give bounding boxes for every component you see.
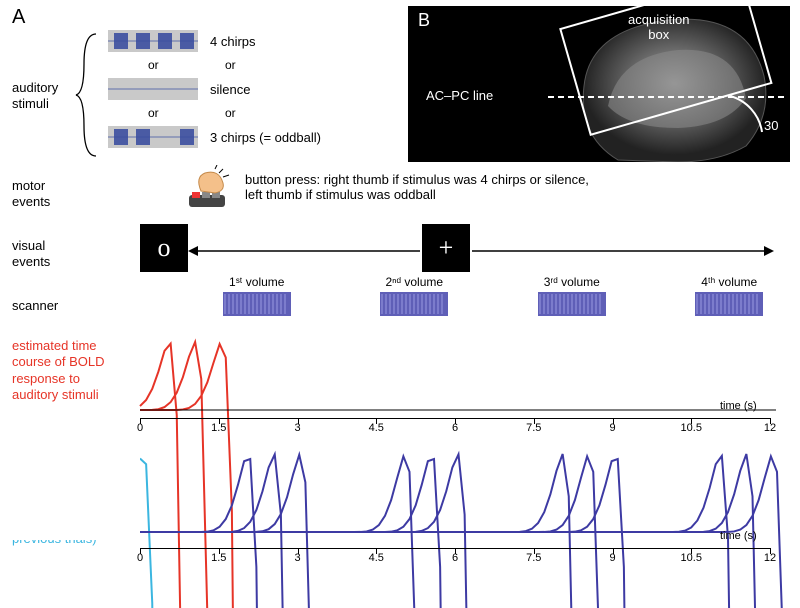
- tick-label: 10.5: [681, 422, 702, 434]
- volume-label-1: 1ˢᵗ volume: [223, 275, 291, 289]
- volume-box-4: [695, 292, 763, 316]
- scanner-row-text: scanner: [12, 298, 58, 313]
- bold-aud-text: estimated time course of BOLD response t…: [12, 338, 105, 402]
- tick-label: 0: [137, 422, 143, 434]
- waveform-silence-icon: [108, 78, 198, 100]
- tick-label: 9: [609, 422, 615, 434]
- visual-box-o: o: [140, 224, 188, 272]
- brace-icon: [74, 30, 100, 160]
- auditory-row-text: auditory stimuli: [12, 80, 58, 111]
- auditory-hrf-plot: [140, 330, 780, 420]
- tick-label: 9: [609, 552, 615, 564]
- volume-box-2: [380, 292, 448, 316]
- panel-b-label: B: [418, 10, 430, 31]
- double-arrow-icon: [188, 244, 778, 258]
- stim-box-oddball: [108, 126, 198, 148]
- tick-label: 12: [764, 552, 776, 564]
- or-2b: or: [225, 106, 236, 120]
- volume-label-2: 2ⁿᵈ volume: [380, 275, 448, 289]
- stim-4chirps-label: 4 chirps: [210, 34, 256, 49]
- motor-row-text: motor events: [12, 178, 50, 209]
- tick-label: 0: [137, 552, 143, 564]
- tick-label: 4.5: [369, 552, 384, 564]
- scanner-hrf-plot: [140, 440, 780, 540]
- volume-box-1: [223, 292, 291, 316]
- bold-aud-label: estimated time course of BOLD response t…: [12, 338, 105, 403]
- visual-row-label: visual events: [12, 238, 50, 271]
- angle-value: 30: [764, 118, 778, 133]
- volume-label-4: 4ᵗʰ volume: [695, 275, 763, 289]
- tick-label: 7.5: [526, 552, 541, 564]
- stim-box-silence: [108, 78, 198, 100]
- or-2a: or: [148, 106, 159, 120]
- stim-odd-label: 3 chirps (= oddball): [210, 130, 321, 145]
- or-1a: or: [148, 58, 159, 72]
- motor-row-label: motor events: [12, 178, 50, 211]
- auditory-row-label: auditory stimuli: [12, 80, 58, 113]
- tick-label: 4.5: [369, 422, 384, 434]
- tick-label: 6: [452, 552, 458, 564]
- button-instructions: button press: right thumb if stimulus wa…: [245, 172, 589, 202]
- or-1b: or: [225, 58, 236, 72]
- volume-label-3: 3ʳᵈ volume: [538, 275, 606, 289]
- tick-label: 1.5: [211, 422, 226, 434]
- tick-label: 3: [294, 552, 300, 564]
- button-press-icon: [185, 165, 233, 213]
- scanner-row-label: scanner: [12, 298, 58, 314]
- panel-a-label: A: [12, 6, 25, 29]
- visual-row-text: visual events: [12, 238, 50, 269]
- mri-panel: B acquisition box AC–PC line 30: [408, 6, 790, 162]
- o-glyph: o: [158, 233, 171, 263]
- tick-label: 6: [452, 422, 458, 434]
- waveform-3chirps-icon: [108, 126, 198, 148]
- axis-2-timelabel: time (s): [720, 530, 757, 542]
- axis-1-timelabel: time (s): [720, 400, 757, 412]
- tick-label: 1.5: [211, 552, 226, 564]
- tick-label: 12: [764, 422, 776, 434]
- stim-box-4chirps: [108, 30, 198, 52]
- acpc-label: AC–PC line: [426, 88, 493, 103]
- volume-box-3: [538, 292, 606, 316]
- tick-label: 3: [294, 422, 300, 434]
- tick-label: 10.5: [681, 552, 702, 564]
- tick-label: 7.5: [526, 422, 541, 434]
- stim-silence-label: silence: [210, 82, 250, 97]
- waveform-4chirps-icon: [108, 30, 198, 52]
